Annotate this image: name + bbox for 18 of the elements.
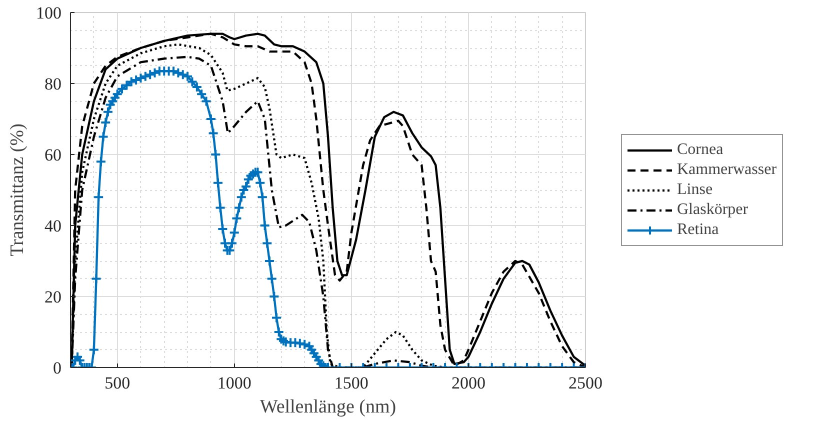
- y-axis-title: Transmittanz (%): [7, 124, 28, 256]
- legend-label: Retina: [677, 220, 719, 238]
- x-tick-label: 2500: [568, 374, 602, 392]
- y-tick-label: 80: [44, 74, 62, 94]
- y-tick-label: 20: [44, 288, 62, 306]
- x-tick-label: 1000: [217, 374, 252, 392]
- x-tick-label: 500: [104, 374, 130, 392]
- y-tick-label: 100: [36, 4, 62, 22]
- legend-label: Cornea: [677, 140, 724, 158]
- x-axis-title: Wellenlänge (nm): [260, 396, 396, 418]
- legend-label: Kammerwasser: [677, 160, 777, 178]
- x-tick-label: 2000: [451, 374, 486, 392]
- y-tick-label: 40: [44, 216, 62, 236]
- legend-label: Glaskörper: [677, 200, 748, 218]
- y-tick-label: 0: [53, 358, 62, 378]
- y-tick-label: 60: [44, 146, 62, 164]
- legend-label: Linse: [677, 180, 713, 198]
- x-tick-label: 1500: [334, 374, 368, 392]
